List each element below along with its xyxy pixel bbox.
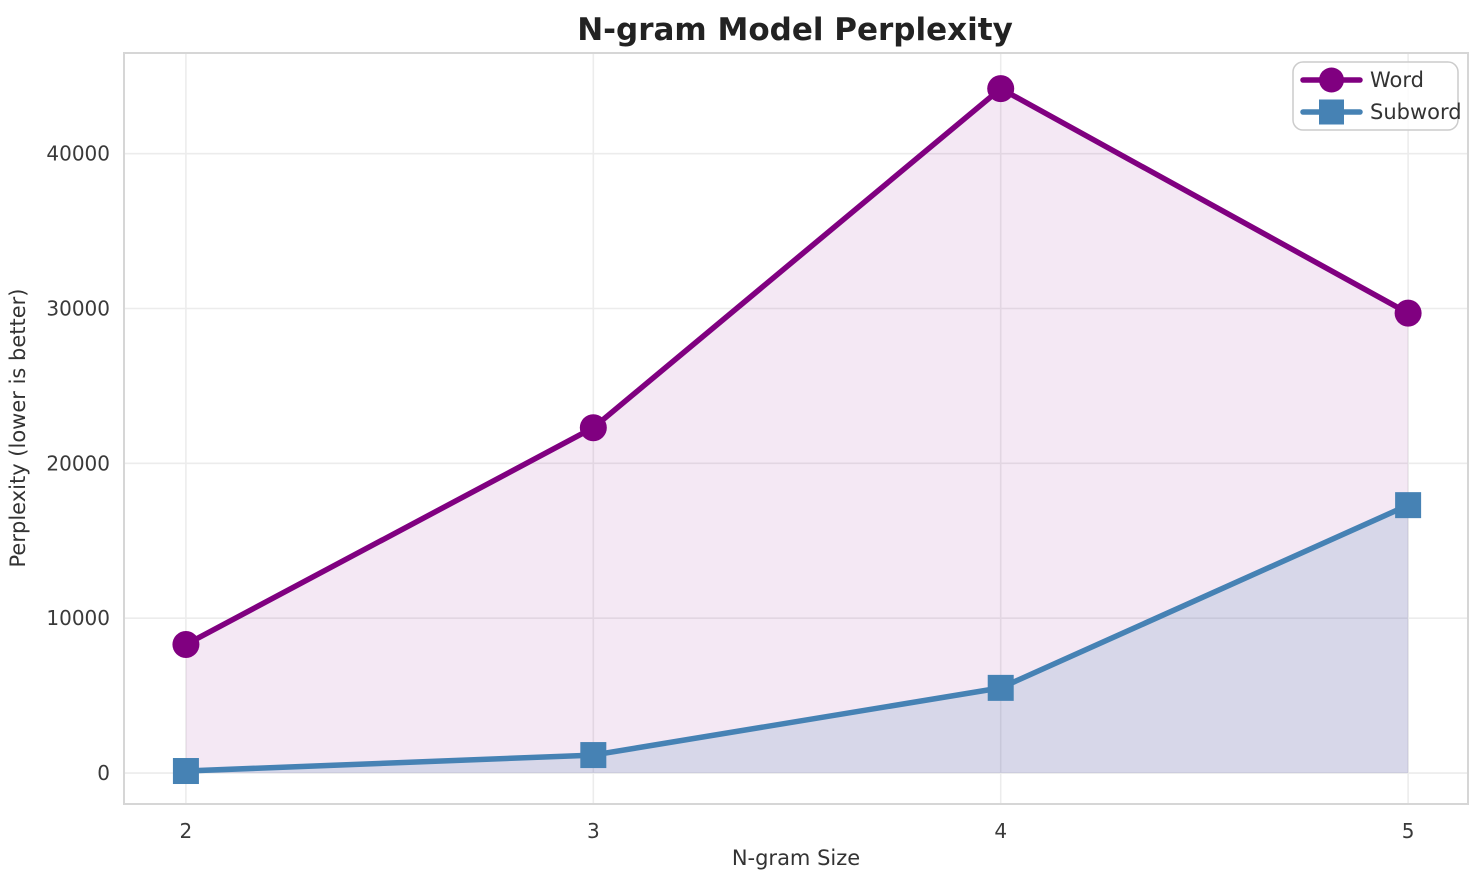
y-tick-label: 0 [97, 761, 110, 785]
chart-title: N-gram Model Perplexity [577, 12, 1013, 48]
legend: Word Subword [1292, 61, 1462, 131]
data-point-word [172, 631, 200, 659]
y-axis-label: Perplexity (lower is better) [6, 289, 30, 568]
line-subword [183, 502, 1411, 774]
x-tick-label: 3 [587, 819, 600, 843]
word-circle-marker-icon [1319, 67, 1344, 93]
data-point-subword [580, 742, 607, 769]
data-point-word [1394, 299, 1422, 327]
area-fill-word [185, 88, 1409, 774]
y-tick-label: 30000 [46, 296, 110, 320]
y-tick-label: 40000 [46, 142, 110, 166]
legend-item-word: Word [1300, 67, 1424, 93]
legend-label-word: Word [1370, 68, 1424, 92]
legend-item-subword: Subword [1300, 99, 1462, 125]
subword-square-marker-icon [1319, 99, 1344, 125]
plot-border [123, 52, 1469, 805]
x-tick-label: 2 [180, 819, 193, 843]
x-tick-label: 4 [994, 819, 1007, 843]
x-tick-label: 5 [1402, 819, 1415, 843]
y-tick-label: 20000 [46, 451, 110, 475]
legend-label-subword: Subword [1370, 100, 1462, 124]
x-axis-label: N-gram Size [732, 846, 860, 870]
data-point-word [579, 414, 607, 442]
area-fill-subword [185, 505, 1409, 774]
y-tick-label: 10000 [46, 606, 110, 630]
plot-area: 0 10000 20000 30000 40000 2 3 4 5 [46, 52, 1469, 843]
data-point-subword [172, 758, 199, 785]
data-point-subword [987, 674, 1014, 701]
data-point-subword [1395, 492, 1422, 519]
line-word [183, 85, 1411, 648]
data-point-word [987, 75, 1015, 103]
